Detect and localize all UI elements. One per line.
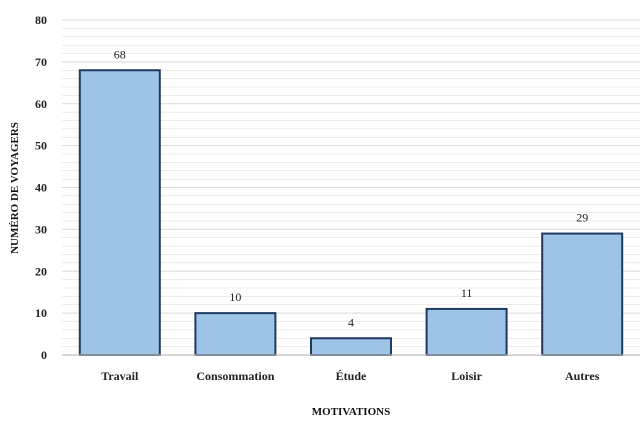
x-category-label: Autres: [565, 369, 600, 383]
y-axis-ticks: 0 10 20 30 40 50 60 70 80: [35, 13, 47, 362]
data-label: 68: [114, 47, 126, 61]
y-tick-label: 0: [41, 348, 47, 362]
bar-1: [194, 312, 277, 356]
y-tick-label: 70: [35, 55, 47, 69]
data-labels: 68 10 4 11 29: [114, 47, 588, 329]
x-category-label: Loisir: [451, 369, 482, 383]
y-tick-label: 80: [35, 13, 47, 27]
data-label: 10: [229, 290, 241, 304]
bar-0: [78, 69, 161, 356]
x-category-label: Étude: [336, 369, 367, 383]
data-label: 4: [348, 315, 354, 329]
y-tick-label: 60: [35, 97, 47, 111]
data-label: 11: [461, 286, 473, 300]
x-category-label: Consommation: [196, 369, 274, 383]
bar-4: [541, 232, 624, 356]
x-category-label: Travail: [101, 369, 139, 383]
y-axis-title: NUMÉRO DE VOYAGERS: [9, 122, 21, 254]
data-label: 29: [576, 211, 588, 225]
x-axis-categories: Travail Consommation Étude Loisir Autres: [101, 369, 599, 383]
x-axis-title: MOTIVATIONS: [312, 406, 390, 418]
y-tick-label: 10: [35, 306, 47, 320]
y-tick-label: 50: [35, 139, 47, 153]
y-tick-label: 30: [35, 222, 47, 236]
bar-2: [310, 337, 392, 356]
y-tick-label: 20: [35, 264, 47, 278]
bar-3: [425, 307, 508, 356]
y-tick-label: 40: [35, 181, 47, 195]
